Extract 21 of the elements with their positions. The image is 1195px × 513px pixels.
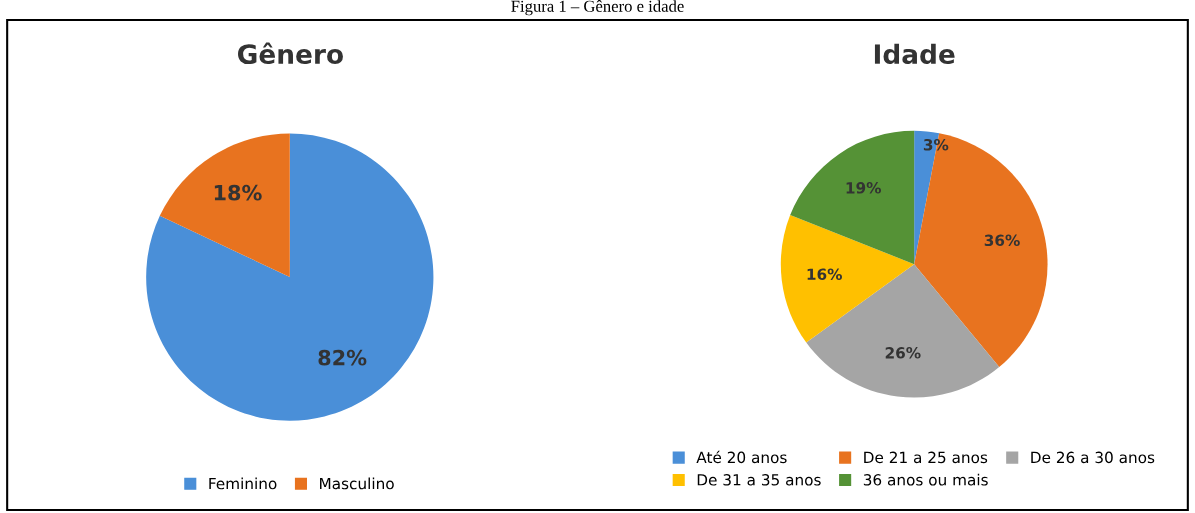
legend-label: Feminino bbox=[209, 477, 277, 490]
legend-label: De 26 a 30 anos bbox=[1031, 451, 1155, 464]
pie-slice bbox=[806, 264, 1000, 398]
legend-label: De 21 a 25 anos bbox=[864, 451, 988, 464]
data-label: 82% bbox=[318, 349, 367, 366]
pie-slice bbox=[146, 133, 434, 421]
pie-slice bbox=[159, 133, 290, 278]
data-label: 19% bbox=[846, 182, 881, 194]
pie-slice bbox=[790, 130, 915, 265]
data-label: 26% bbox=[885, 347, 921, 359]
legend-label: Até 20 anos bbox=[696, 450, 787, 464]
legend-label: 36 anos ou mais bbox=[863, 473, 988, 486]
chart-title: Gênero bbox=[238, 42, 343, 65]
pie-slice bbox=[780, 215, 915, 343]
legend-label: Masculino bbox=[320, 477, 394, 490]
data-label: 18% bbox=[214, 184, 262, 201]
data-label: 16% bbox=[807, 268, 842, 280]
data-label: 36% bbox=[984, 234, 1020, 247]
legend-label: De 31 a 35 anos bbox=[697, 474, 821, 486]
text: Figura 1 – Gênero e idade bbox=[511, 0, 684, 16]
chart-title: Idade bbox=[874, 43, 955, 65]
